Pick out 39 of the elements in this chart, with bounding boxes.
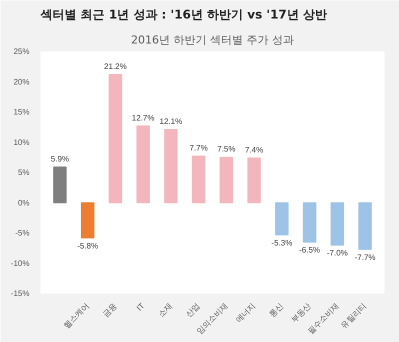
bar [302,202,316,243]
y-tick-label: -5% [15,228,30,238]
bar [192,156,206,204]
data-label: 5.9% [50,154,70,164]
y-tick-label: 15% [13,108,30,116]
data-label: -7.7% [354,252,376,262]
x-tick-label: 소재 [156,301,174,319]
bar [164,129,178,204]
y-tick-label: 0% [18,198,30,208]
bar [247,157,261,204]
y-tick-label: -10% [10,258,30,268]
x-tick-label: 금융 [100,301,119,319]
y-tick-label: 5% [18,168,30,177]
x-tick-label: IT [134,301,146,313]
bar [330,202,344,246]
data-label: -5.8% [77,241,98,250]
data-label: 7.4% [244,145,264,154]
bar [80,202,94,238]
bar [136,125,150,204]
y-tick-label: 10% [13,138,30,147]
data-label: 7.5% [217,144,236,154]
chart-subtitle: 2016년 하반기 섹터별 주가 성과 [131,34,294,46]
y-tick-label: -15% [10,289,30,298]
data-label: 21.2% [104,62,127,71]
y-tick-label: 20% [13,77,30,86]
data-label: -6.5% [299,246,320,255]
bar [220,156,234,204]
x-tick-label: 통신 [267,301,286,319]
data-label: -5.3% [271,238,292,248]
data-label: -7.0% [326,248,348,258]
data-label: 12.7% [132,113,154,122]
y-tick-label: 25% [13,47,30,56]
chart-title: 섹터별 최근 1년 성과 : '16년 하반기 vs '17년 상반 [40,8,327,22]
bar [358,202,372,250]
bar [108,74,122,204]
data-label: 7.7% [190,144,208,153]
bar [53,166,67,204]
bar [275,202,289,236]
data-label: 12.1% [160,116,182,126]
